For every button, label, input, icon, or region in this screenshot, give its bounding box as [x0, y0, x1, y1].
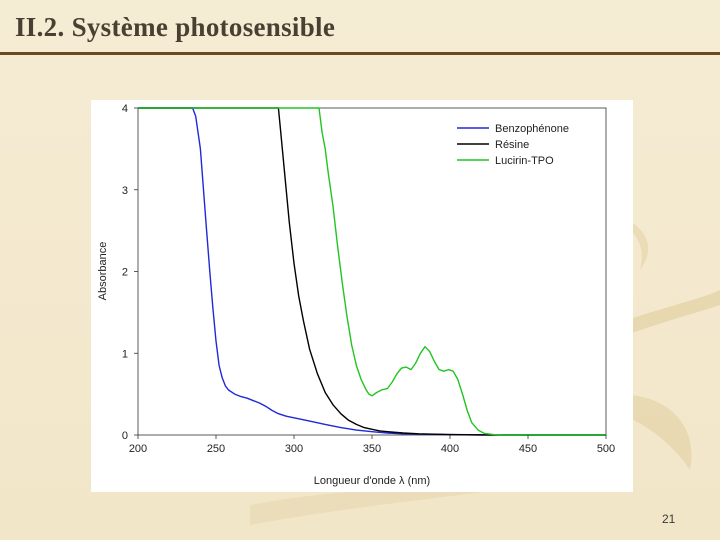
absorbance-chart: 200 250 300 350 400 450 500 0 1 2 3 4 Benzophénone … — [97, 103, 615, 487]
series-line-benzophenone — [138, 107, 606, 436]
y-tick-label: 0 — [122, 430, 128, 442]
slide-number: 21 — [662, 512, 676, 526]
title-rule — [0, 52, 720, 55]
y-tick-label: 3 — [122, 185, 128, 197]
x-tick-label: 350 — [363, 443, 381, 455]
legend-label-benzophenone: Benzophénone — [495, 123, 569, 135]
legend-label-lucirin: Lucirin-TPO — [495, 155, 554, 167]
series-line-lucirin — [138, 107, 606, 436]
y-tick-label: 1 — [122, 348, 128, 360]
slide-title: II.2. Système photosensible — [15, 12, 336, 42]
legend: Benzophénone Résine Lucirin-TPO — [457, 123, 569, 167]
series-line-resine — [138, 107, 606, 436]
axis-layer: 200 250 300 350 400 450 500 0 1 2 3 4 — [122, 103, 615, 455]
x-tick-label: 300 — [285, 443, 303, 455]
y-tick-label: 4 — [122, 103, 128, 115]
x-tick-label: 500 — [597, 443, 615, 455]
x-tick-label: 200 — [129, 443, 147, 455]
y-axis-label: Absorbance — [97, 242, 109, 301]
y-tick-label: 2 — [122, 267, 128, 279]
x-tick-label: 450 — [519, 443, 537, 455]
legend-label-resine: Résine — [495, 139, 529, 151]
x-tick-label: 400 — [441, 443, 459, 455]
x-tick-label: 250 — [207, 443, 225, 455]
x-axis-label: Longueur d'onde λ (nm) — [314, 475, 430, 487]
series-layer — [138, 107, 606, 436]
